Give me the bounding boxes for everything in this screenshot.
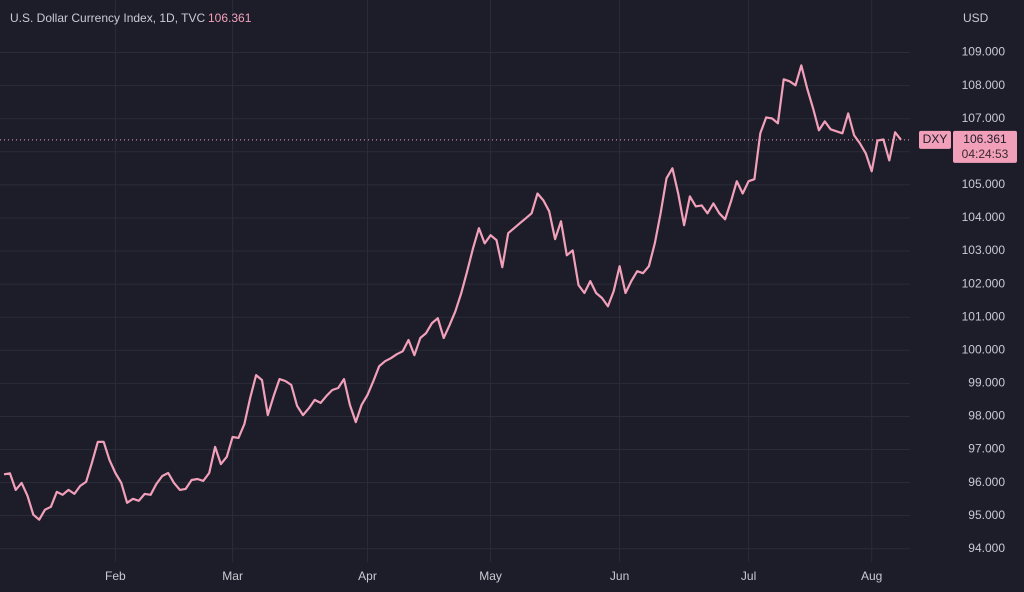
price-badge <box>953 130 1017 163</box>
x-tick-label: Feb <box>105 569 126 583</box>
y-tick-label: 109.000 <box>962 45 1006 59</box>
y-tick-label: 105.000 <box>962 177 1006 191</box>
y-tick-label: 99.000 <box>968 376 1005 390</box>
chart-title: U.S. Dollar Currency Index, 1D, TVC <box>10 11 206 25</box>
y-tick-label: 102.000 <box>962 276 1006 290</box>
y-tick-label: 108.000 <box>962 78 1006 92</box>
countdown-label: 04:24:53 <box>962 147 1009 161</box>
y-tick-label: 101.000 <box>962 309 1006 323</box>
x-tick-label: Jul <box>741 569 756 583</box>
price-line <box>3 64 902 521</box>
y-tick-label: 104.000 <box>962 210 1006 224</box>
y-tick-label: 96.000 <box>968 475 1005 489</box>
y-tick-label: 107.000 <box>962 111 1006 125</box>
x-tick-label: Apr <box>358 569 377 583</box>
y-tick-label: 98.000 <box>968 409 1005 423</box>
last-price-readout: 106.361 <box>208 11 252 25</box>
y-tick-label: 97.000 <box>968 442 1005 456</box>
y-axis-label: USD <box>963 11 989 25</box>
y-tick-label: 95.000 <box>968 508 1005 522</box>
symbol-label: DXY <box>923 132 948 146</box>
y-tick-label: 103.000 <box>962 243 1006 257</box>
symbol-badge <box>919 130 951 149</box>
grid <box>0 0 910 562</box>
x-tick-label: May <box>479 569 502 583</box>
x-tick-label: Aug <box>861 569 882 583</box>
x-tick-label: Jun <box>610 569 629 583</box>
x-tick-label: Mar <box>222 569 243 583</box>
y-tick-label: 100.000 <box>962 342 1006 356</box>
y-tick-label: 94.000 <box>968 541 1005 555</box>
plot <box>3 64 902 521</box>
price-label: 106.361 <box>963 132 1007 146</box>
